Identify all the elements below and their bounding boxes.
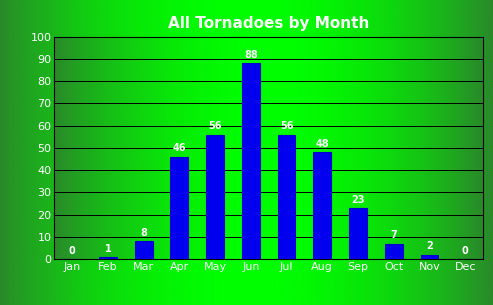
Bar — [242, 63, 260, 259]
Title: All Tornadoes by Month: All Tornadoes by Month — [168, 16, 369, 31]
Bar — [421, 255, 438, 259]
Text: 8: 8 — [140, 228, 147, 238]
Text: 56: 56 — [280, 121, 293, 131]
Bar — [349, 208, 367, 259]
Bar — [171, 157, 188, 259]
Text: 46: 46 — [173, 143, 186, 153]
Text: 7: 7 — [390, 230, 397, 240]
Text: 88: 88 — [244, 50, 258, 60]
Text: 48: 48 — [316, 139, 329, 149]
Text: 0: 0 — [69, 246, 75, 256]
Text: 2: 2 — [426, 242, 433, 251]
Bar — [99, 257, 117, 259]
Bar — [385, 244, 403, 259]
Text: 0: 0 — [462, 246, 469, 256]
Bar — [206, 135, 224, 259]
Text: 1: 1 — [105, 244, 111, 254]
Text: 56: 56 — [209, 121, 222, 131]
Bar — [135, 242, 152, 259]
Bar — [314, 152, 331, 259]
Text: 23: 23 — [352, 195, 365, 205]
Bar — [278, 135, 295, 259]
